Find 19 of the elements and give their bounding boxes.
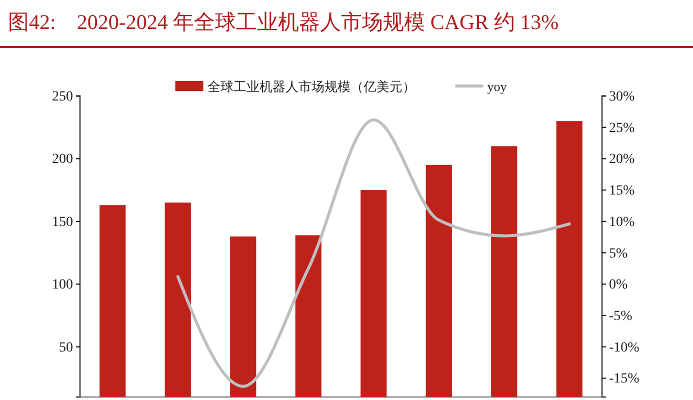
y2-tick-label: 0% (609, 278, 628, 293)
y-tick-label: 250 (52, 89, 73, 104)
chart-title: 图42: 2020-2024 年全球工业机器人市场规模 CAGR 约 13% (8, 10, 559, 34)
y-tick-label: 100 (52, 278, 73, 293)
y2-tick-label: -15% (609, 372, 640, 387)
y2-tick-label: 15% (609, 184, 635, 199)
y2-tick-label: -5% (609, 308, 633, 324)
y2-tick-label: 25% (609, 120, 635, 136)
y-tick-label: 200 (52, 152, 73, 168)
y2-tick-label: 10% (609, 214, 635, 230)
y2-tick-label: 5% (609, 246, 628, 262)
y2-tick-label: 30% (609, 89, 635, 104)
y-tick-label: 150 (52, 214, 73, 230)
y2-tick-label: -10% (609, 340, 640, 356)
line-series (176, 118, 571, 388)
y2-tick-label: 20% (609, 152, 635, 168)
y-tick-label: 50 (59, 340, 73, 356)
legend-label: yoy (487, 79, 508, 94)
legend-label: 全球工业机器人市场规模（亿美元） (207, 79, 416, 94)
